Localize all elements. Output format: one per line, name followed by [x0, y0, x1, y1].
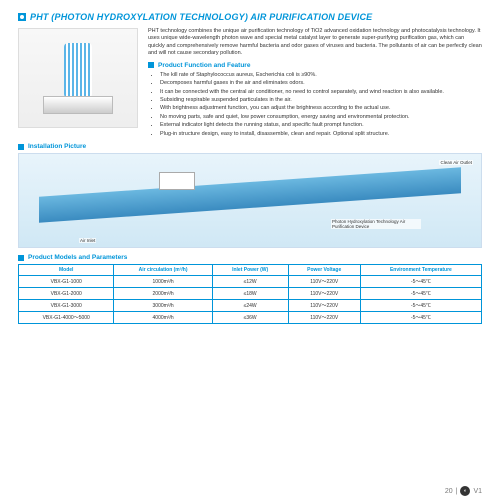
bullet-icon — [18, 255, 24, 261]
page-number: 20 — [445, 488, 453, 495]
outlet-label: Clean Air Outlet — [439, 160, 473, 165]
intro-text: PHT technology combines the unique air p… — [148, 28, 482, 58]
inlet-label: Air Inlet — [79, 238, 96, 243]
th: Environment Temperature — [360, 265, 481, 276]
brand-text: V1 — [473, 488, 482, 495]
features-label: Product Function and Feature — [158, 62, 250, 69]
list-item: It can be connected with the central air… — [160, 89, 482, 96]
table-row: VBX-G1-10001000m³/h≤12W110V～220V-5～45℃ — [19, 276, 482, 288]
table-row: VBX-G1-30003000m³/h≤24W110V～220V-5～45℃ — [19, 300, 482, 312]
th: Air circulation (m³/h) — [114, 265, 212, 276]
brand-badge: ◐ — [460, 486, 470, 496]
list-item: The kill rate of Staphylococcus aureus, … — [160, 72, 482, 79]
product-image — [18, 28, 138, 128]
table-header-row: Model Air circulation (m³/h) Inlet Power… — [19, 265, 482, 276]
th: Inlet Power (W) — [212, 265, 288, 276]
install-label: Installation Picture — [28, 143, 86, 150]
list-item: No moving parts, safe and quiet, low pow… — [160, 114, 482, 121]
bullet-icon — [18, 144, 24, 150]
footer: 20 | ◐ V1 — [445, 486, 482, 496]
bullet-icon — [148, 62, 154, 68]
list-item: Plug-in structure design, easy to instal… — [160, 131, 482, 138]
list-item: With brightness adjustment function, you… — [160, 105, 482, 112]
intro-row: PHT technology combines the unique air p… — [18, 28, 482, 139]
models-label: Product Models and Parameters — [28, 254, 127, 261]
table-row: VBX-G1-20002000m³/h≤18W110V～220V-5～45℃ — [19, 288, 482, 300]
th: Model — [19, 265, 114, 276]
list-item: Decomposes harmful gases in the air and … — [160, 80, 482, 87]
table-row: VBX-G1-4000～50004000m³/h≤36W110V～220V-5～… — [19, 312, 482, 324]
feature-list: The kill rate of Staphylococcus aureus, … — [148, 72, 482, 138]
features-header: Product Function and Feature — [148, 62, 482, 69]
install-row: Air Inlet Clean Air Outlet Photon Hydrox… — [18, 153, 482, 248]
th: Power Voltage — [288, 265, 360, 276]
list-item: Subsiding respirable suspended particula… — [160, 97, 482, 104]
models-header: Product Models and Parameters — [18, 254, 482, 261]
models-table: Model Air circulation (m³/h) Inlet Power… — [18, 264, 482, 324]
list-item: External indicator light detects the run… — [160, 122, 482, 129]
install-diagram: Air Inlet Clean Air Outlet Photon Hydrox… — [18, 153, 482, 248]
title-row: PHT (PHOTON HYDROXYLATION TECHNOLOGY) AI… — [18, 12, 482, 22]
title-icon — [18, 13, 26, 21]
page-title: PHT (PHOTON HYDROXYLATION TECHNOLOGY) AI… — [30, 12, 372, 22]
device-label: Photon Hydroxylation Technology Air Puri… — [331, 219, 421, 229]
install-header: Installation Picture — [18, 143, 482, 150]
page: PHT (PHOTON HYDROXYLATION TECHNOLOGY) AI… — [0, 0, 500, 500]
